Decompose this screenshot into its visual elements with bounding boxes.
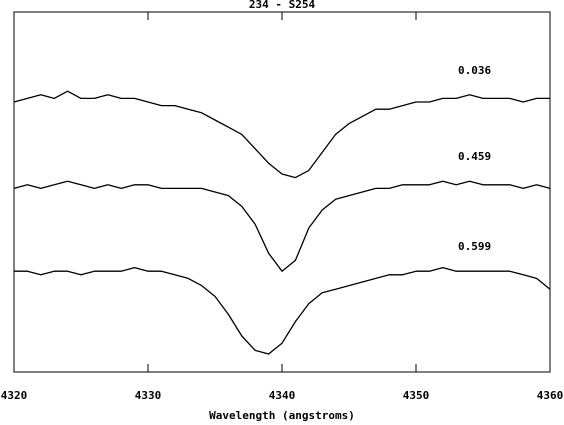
x-axis-label: Wavelength (angstroms): [209, 409, 355, 422]
x-tick-label: 4340: [269, 389, 296, 402]
x-tick-label: 4320: [1, 389, 28, 402]
series-label: 0.459: [458, 150, 491, 163]
x-tick-label: 4330: [135, 389, 162, 402]
spectrum-line: [14, 266, 551, 355]
spectrum-line: [13, 90, 550, 179]
x-tick-label: 4350: [403, 389, 430, 402]
x-tick-label: 4360: [537, 389, 564, 402]
series-label: 0.036: [458, 64, 491, 77]
spectrum-line: [13, 180, 551, 272]
chart-title: 234 - S254: [249, 0, 316, 11]
series-label: 0.599: [458, 240, 491, 253]
